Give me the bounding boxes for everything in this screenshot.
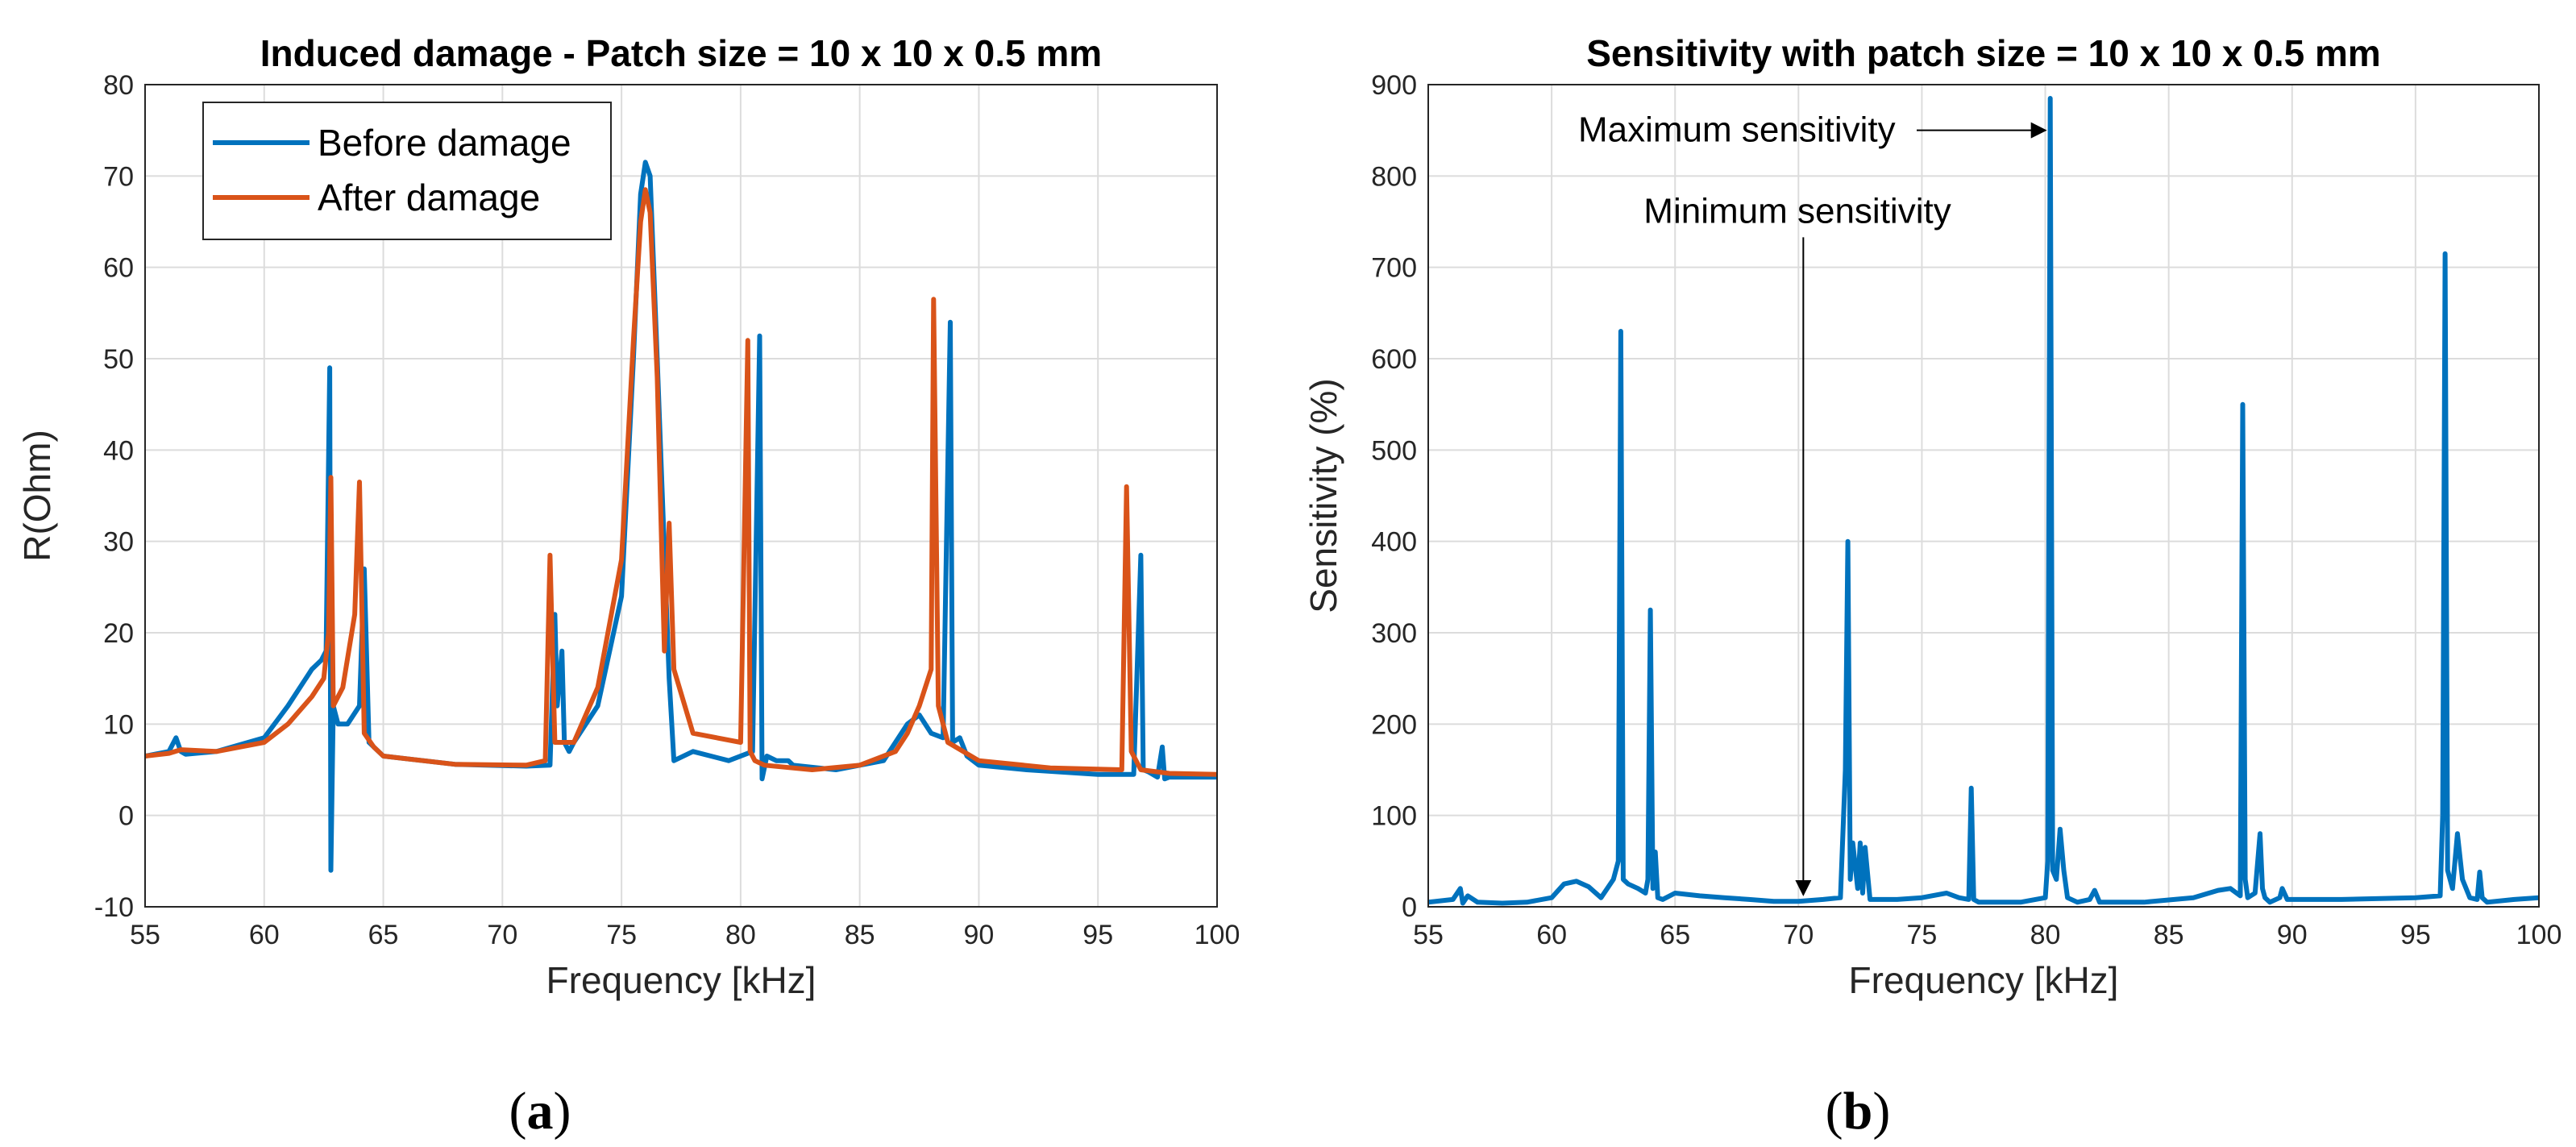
y-tick-label: 800 bbox=[1371, 161, 1417, 192]
y-tick-label: 50 bbox=[103, 344, 134, 375]
series-line-sensitivity bbox=[1428, 96, 2539, 906]
axes-border bbox=[144, 84, 1218, 908]
x-tick-label: 70 bbox=[1783, 920, 1814, 950]
y-tick-label: 0 bbox=[118, 801, 134, 832]
x-tick-label: 95 bbox=[1082, 920, 1113, 950]
annotation-minimum-sensitivity: Minimum sensitivity bbox=[1643, 191, 1951, 231]
y-tick-label: 700 bbox=[1371, 253, 1417, 284]
y-tick-label: 60 bbox=[103, 253, 134, 284]
y-tick-label: 80 bbox=[103, 70, 134, 101]
y-tick-label: 600 bbox=[1371, 344, 1417, 375]
axes-border bbox=[1427, 84, 2540, 908]
x-tick-label: 100 bbox=[1195, 920, 1240, 950]
panel-label-letter: a bbox=[527, 1082, 554, 1141]
x-tick-label: 80 bbox=[2030, 920, 2061, 950]
chart-a: 55 60 65 70 75 80 85 90 95 100 -10 0 10 20 30 40 50 60 70 8… bbox=[16, 32, 1240, 1141]
x-tick-label: 85 bbox=[845, 920, 875, 950]
x-tick-label: 65 bbox=[368, 920, 399, 950]
x-tick-label: 95 bbox=[2400, 920, 2431, 950]
y-tick-label: 100 bbox=[1371, 801, 1417, 832]
legend-box bbox=[202, 102, 612, 240]
x-tick-label: 60 bbox=[249, 920, 280, 950]
legend-entry: After damage bbox=[318, 177, 540, 218]
x-tick-label: 75 bbox=[606, 920, 637, 950]
y-tick-label: 30 bbox=[103, 527, 134, 558]
x-tick-label: 85 bbox=[2154, 920, 2184, 950]
y-tick-label: 200 bbox=[1371, 709, 1417, 740]
x-tick-label: 100 bbox=[2516, 920, 2562, 950]
chart-title: Sensitivity with patch size = 10 x 10 x … bbox=[1586, 32, 2381, 74]
y-tick-label: 500 bbox=[1371, 435, 1417, 466]
chart-title: Induced damage - Patch size = 10 x 10 x … bbox=[260, 32, 1102, 74]
x-tick-label: 75 bbox=[1907, 920, 1938, 950]
y-tick-label: 0 bbox=[1402, 892, 1417, 923]
x-axis-label: Frequency [kHz] bbox=[1849, 959, 2119, 1001]
panel-label: (b) bbox=[1826, 1082, 1891, 1141]
axes-frame bbox=[1427, 84, 2540, 908]
y-tick-label: 20 bbox=[103, 618, 134, 649]
x-tick-label: 65 bbox=[1660, 920, 1690, 950]
y-tick-label: -10 bbox=[94, 892, 134, 923]
y-axis-label: Sensitivity (%) bbox=[1303, 378, 1344, 613]
x-tick-label: 70 bbox=[487, 920, 517, 950]
chart-b: 55 60 65 70 75 80 85 90 95 100 0 100 200 300 400 500 600… bbox=[1303, 32, 2561, 1141]
series-line-after-damage bbox=[145, 187, 1217, 777]
x-tick-label: 60 bbox=[1536, 920, 1567, 950]
y-tick-label: 300 bbox=[1371, 618, 1417, 649]
plot-area bbox=[145, 160, 1217, 873]
x-tick-label: 80 bbox=[725, 920, 756, 950]
y-tick-label: 70 bbox=[103, 161, 134, 192]
y-tick-label: 400 bbox=[1371, 527, 1417, 558]
plot-area bbox=[1428, 96, 2539, 906]
x-tick-label: 55 bbox=[1413, 920, 1444, 950]
y-axis-label: R(Ohm) bbox=[16, 430, 58, 562]
y-tick-label: 900 bbox=[1371, 70, 1417, 101]
y-tick-label: 10 bbox=[103, 709, 134, 740]
panel-label-letter: b bbox=[1843, 1082, 1873, 1141]
annotation-maximum-sensitivity: Maximum sensitivity bbox=[1578, 110, 1896, 150]
x-tick-label: 90 bbox=[2277, 920, 2308, 950]
panel-label: (a) bbox=[509, 1082, 571, 1141]
y-tick-label: 40 bbox=[103, 435, 134, 466]
x-tick-label: 55 bbox=[130, 920, 160, 950]
x-axis-label: Frequency [kHz] bbox=[546, 959, 816, 1001]
legend-entry: Before damage bbox=[318, 122, 571, 164]
x-tick-label: 90 bbox=[964, 920, 995, 950]
